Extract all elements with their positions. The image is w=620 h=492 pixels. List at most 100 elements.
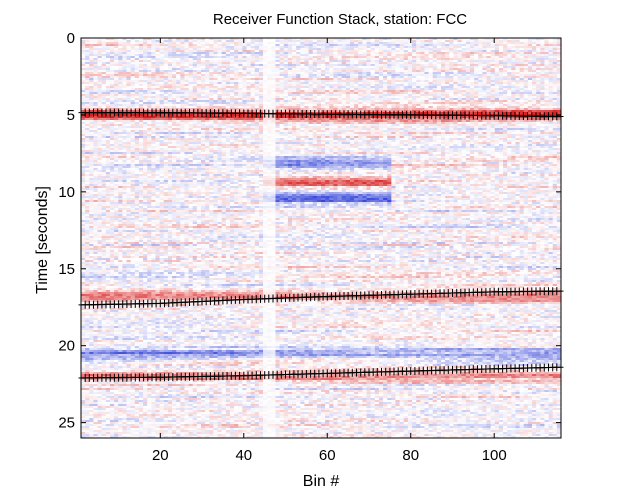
- heatmap-cell: [242, 80, 247, 83]
- heatmap-cell: [118, 76, 123, 79]
- heatmap-cell: [267, 120, 272, 123]
- heatmap-cell: [122, 86, 127, 89]
- heatmap-cell: [271, 56, 276, 59]
- heatmap-cell: [436, 80, 442, 83]
- heatmap-cell: [461, 78, 467, 81]
- heatmap-cell: [229, 98, 235, 101]
- heatmap-cell: [101, 56, 107, 59]
- heatmap-cell: [515, 106, 520, 109]
- heatmap-cell: [428, 80, 434, 83]
- heatmap-cell: [101, 40, 107, 43]
- heatmap-cell: [151, 104, 156, 107]
- heatmap-cell: [221, 120, 227, 123]
- heatmap-cell: [163, 40, 169, 43]
- heatmap-cell: [81, 76, 86, 79]
- heatmap-cell: [159, 46, 165, 49]
- heatmap-cell: [544, 40, 549, 43]
- heatmap-cell: [503, 72, 508, 75]
- heatmap-cell: [370, 106, 376, 109]
- heatmap-cell: [271, 114, 276, 117]
- heatmap-cell: [354, 94, 359, 97]
- heatmap-cell: [312, 64, 318, 67]
- heatmap-cell: [333, 76, 338, 79]
- heatmap-cell: [465, 60, 471, 63]
- heatmap-cell: [196, 102, 202, 105]
- heatmap-cell: [292, 52, 297, 55]
- heatmap-cell: [432, 64, 438, 67]
- heatmap-cell: [366, 98, 371, 101]
- heatmap-cell: [341, 82, 347, 85]
- heatmap-cell: [85, 94, 90, 97]
- heatmap-cell: [93, 42, 98, 45]
- heatmap-cell: [436, 50, 442, 53]
- heatmap-cell: [85, 116, 90, 119]
- heatmap-cell: [114, 72, 119, 75]
- heatmap-cell: [151, 80, 156, 83]
- heatmap-cell: [412, 50, 417, 53]
- heatmap-cell: [263, 86, 268, 89]
- heatmap-cell: [263, 98, 268, 101]
- heatmap-cell: [366, 42, 371, 45]
- heatmap-cell: [81, 84, 86, 87]
- heatmap-cell: [167, 48, 173, 51]
- heatmap-cell: [370, 74, 376, 77]
- heatmap-cell: [420, 106, 425, 109]
- heatmap-cell: [321, 86, 326, 89]
- heatmap-cell: [370, 96, 376, 99]
- heatmap-cell: [445, 102, 450, 105]
- heatmap-cell: [312, 100, 318, 103]
- heatmap-cell: [536, 82, 541, 85]
- heatmap-cell: [511, 120, 516, 123]
- heatmap-cell: [308, 58, 314, 61]
- heatmap-cell: [209, 104, 214, 107]
- heatmap-cell: [279, 72, 285, 75]
- heatmap-cell: [101, 68, 107, 71]
- heatmap-cell: [147, 88, 152, 91]
- heatmap-cell: [213, 96, 218, 99]
- heatmap-cell: [271, 90, 276, 93]
- heatmap-cell: [345, 66, 351, 69]
- heatmap-cell: [192, 118, 198, 121]
- heatmap-cell: [494, 62, 500, 65]
- heatmap-cell: [188, 122, 194, 125]
- heatmap-cell: [511, 52, 516, 55]
- heatmap-cell: [527, 104, 533, 107]
- heatmap-cell: [445, 40, 450, 43]
- heatmap-cell: [527, 114, 533, 117]
- heatmap-cell: [242, 120, 247, 123]
- heatmap-cell: [370, 64, 376, 67]
- heatmap-cell: [81, 60, 86, 63]
- heatmap-cell: [527, 108, 533, 111]
- heatmap-cell: [93, 120, 98, 123]
- heatmap-cell: [279, 108, 285, 111]
- heatmap-cell: [341, 50, 347, 53]
- heatmap-cell: [416, 38, 421, 41]
- heatmap-cell: [167, 122, 173, 125]
- heatmap-cell: [370, 62, 376, 65]
- heatmap-cell: [527, 88, 533, 91]
- heatmap-cell: [97, 118, 102, 121]
- heatmap-cell: [147, 96, 152, 99]
- heatmap-cell: [105, 42, 111, 45]
- heatmap-cell: [246, 54, 251, 57]
- heatmap-cell: [143, 70, 148, 73]
- heatmap-cell: [229, 118, 235, 121]
- heatmap-cell: [349, 90, 355, 93]
- heatmap-cell: [465, 74, 471, 77]
- heatmap-cell: [515, 56, 520, 59]
- heatmap-cell: [205, 120, 210, 123]
- heatmap-cell: [287, 84, 293, 87]
- heatmap-cell: [383, 72, 388, 75]
- heatmap-cell: [362, 122, 367, 125]
- heatmap-cell: [217, 54, 222, 57]
- heatmap-cell: [283, 122, 289, 125]
- heatmap-cell: [188, 56, 194, 59]
- heatmap-cell: [263, 62, 268, 65]
- heatmap-cell: [478, 70, 483, 73]
- heatmap-cell: [147, 56, 152, 59]
- heatmap-cell: [138, 116, 144, 119]
- heatmap-cell: [201, 38, 206, 41]
- heatmap-cell: [482, 110, 487, 113]
- heatmap-cell: [374, 58, 380, 61]
